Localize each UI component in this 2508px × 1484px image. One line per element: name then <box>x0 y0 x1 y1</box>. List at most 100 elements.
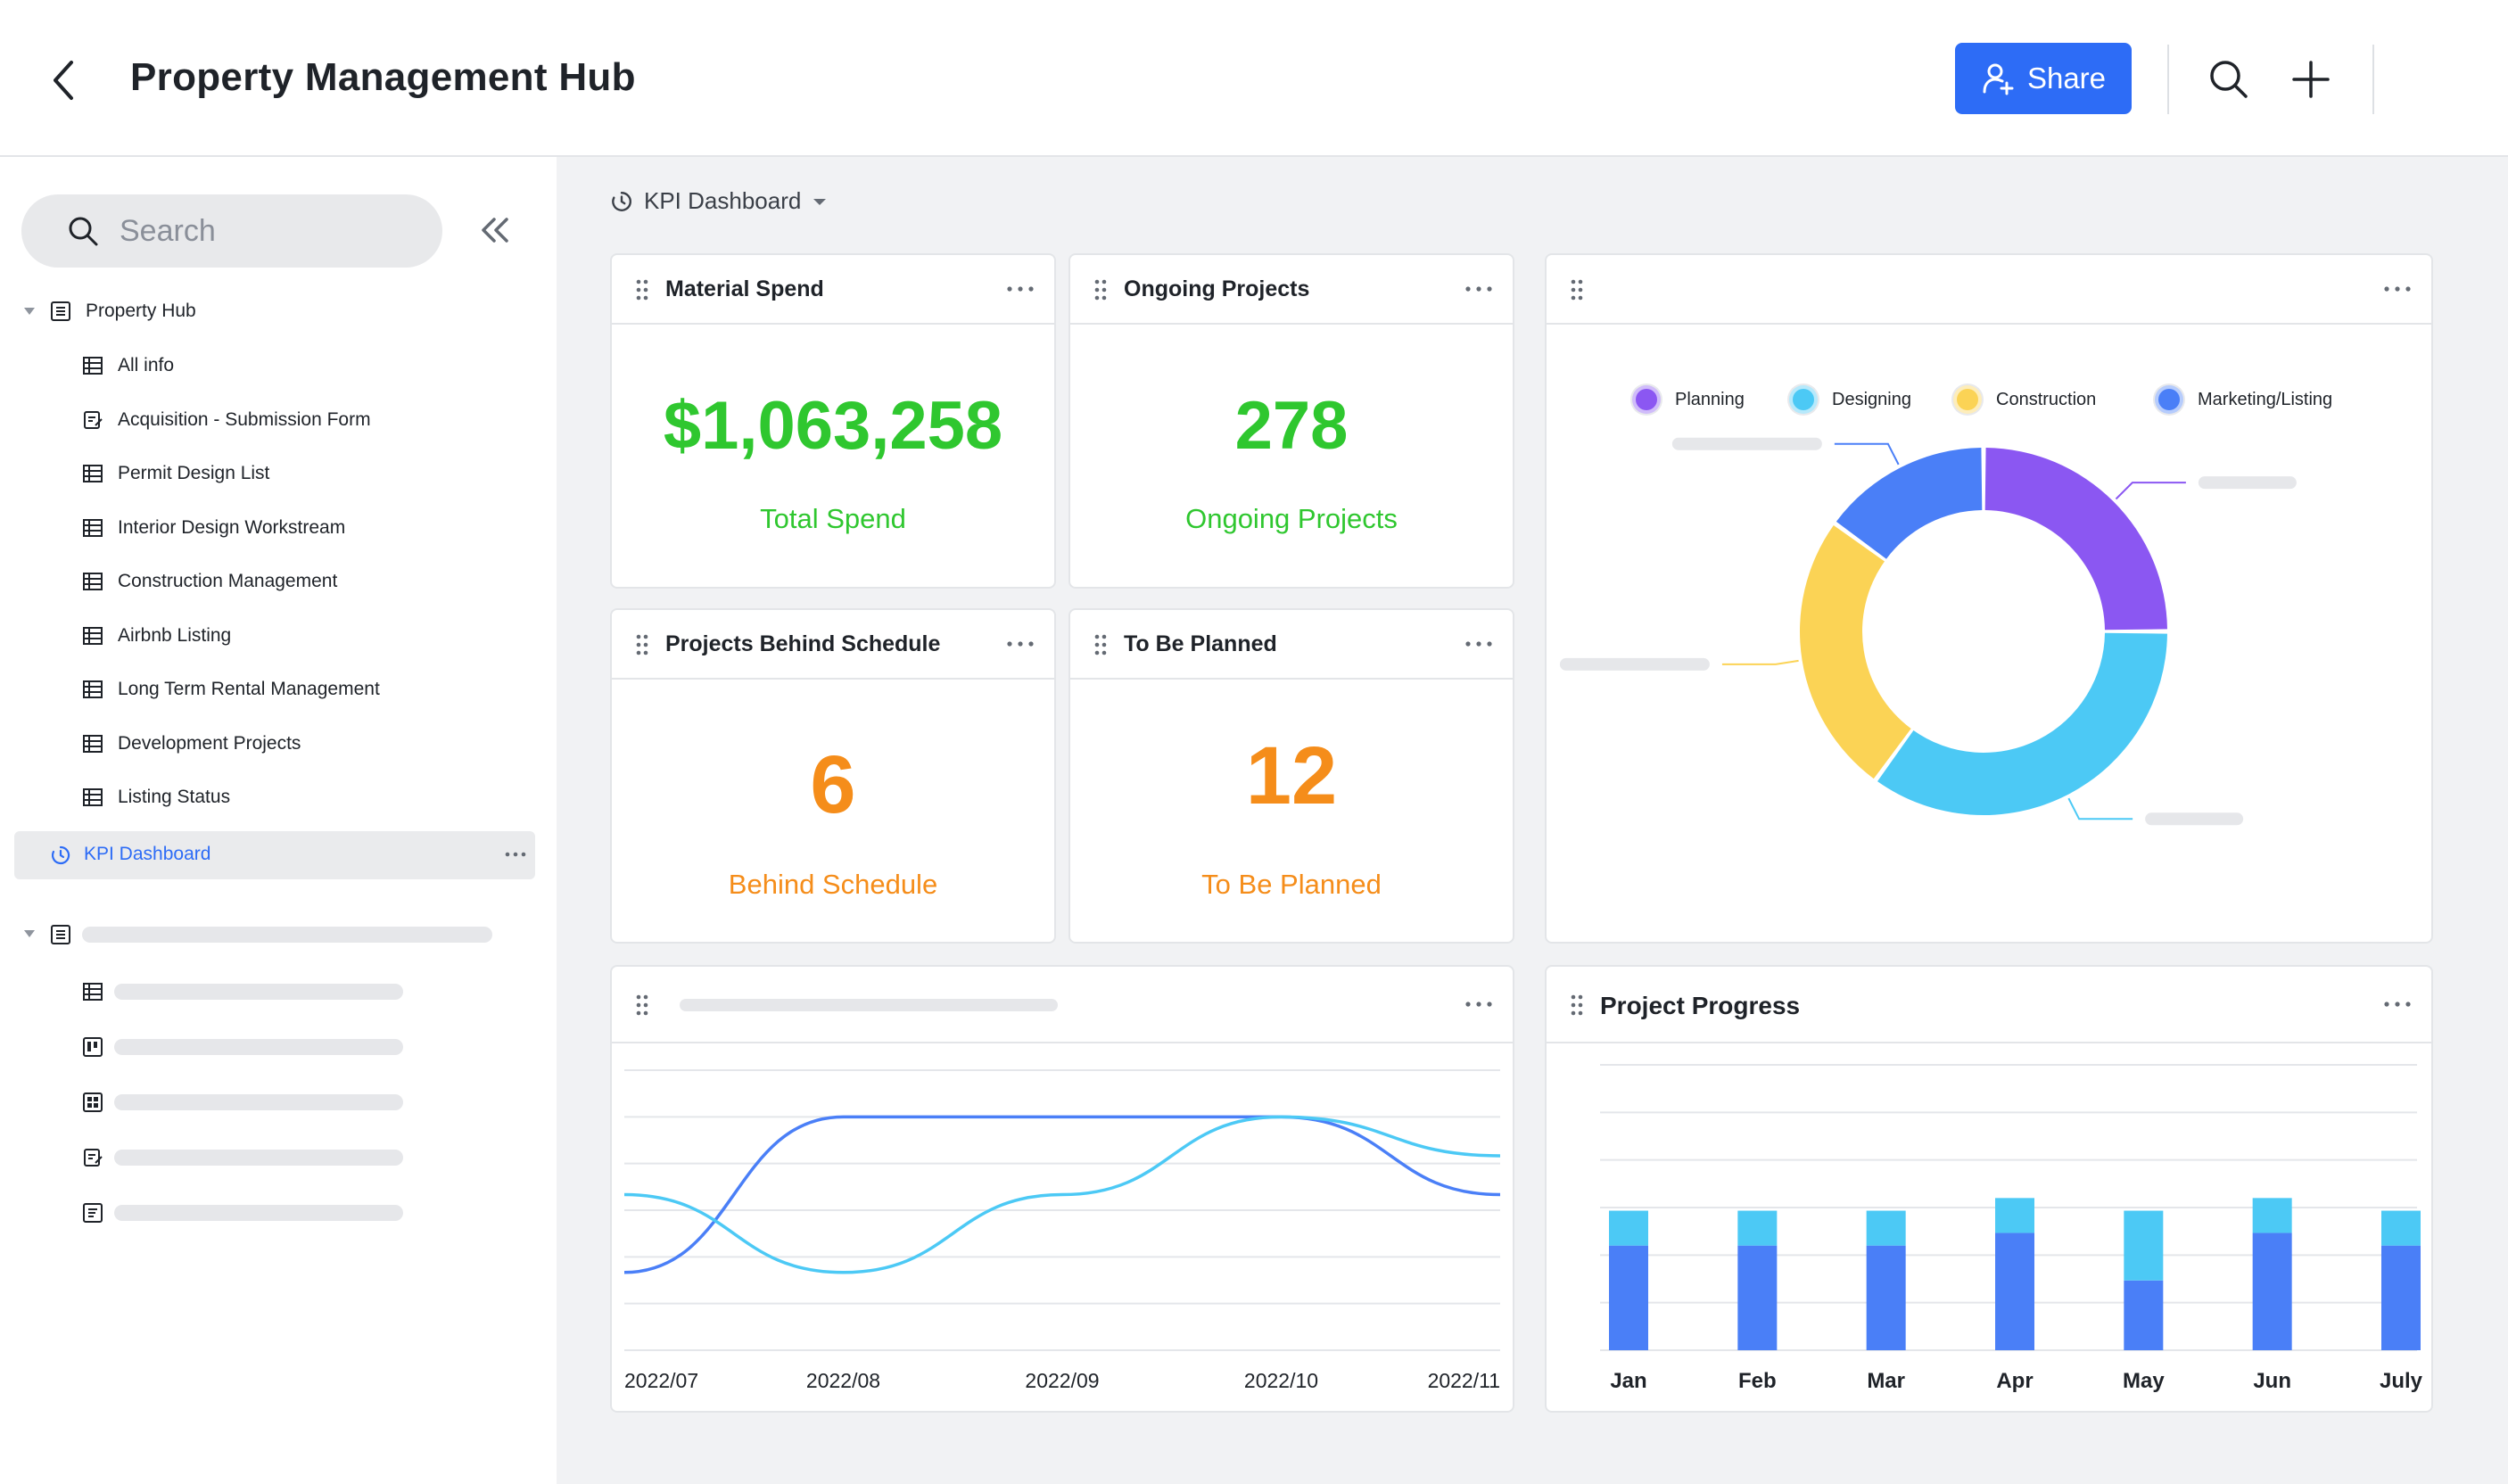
drag-handle-icon[interactable] <box>635 633 649 656</box>
sidebar-item-construction-management[interactable]: Construction Management <box>82 556 337 606</box>
card-title: Project Progress <box>1600 992 1801 1019</box>
placeholder-bar <box>114 1039 403 1055</box>
leader-line <box>2067 797 2133 820</box>
donut-slice-planning[interactable] <box>1984 448 2167 631</box>
drag-handle-icon[interactable] <box>635 278 649 301</box>
bar-apr-s1[interactable] <box>1995 1198 2034 1233</box>
line-chart-card: 2022/07 2022/08 2022/09 2022/10 2022/11 <box>610 965 1514 1413</box>
sidebar-item-listing-status[interactable]: Listing Status <box>82 772 230 822</box>
bar-chart: Jan Feb Mar Apr May Jun July <box>1600 1064 2423 1393</box>
app-header: Property Management Hub Share <box>0 0 2508 157</box>
bar-jun-s0[interactable] <box>2252 1233 2292 1350</box>
x-tick-label: 2022/09 <box>1025 1369 1099 1392</box>
collapse-sidebar-button[interactable] <box>476 212 512 248</box>
donut-slice-designing[interactable] <box>1877 632 2167 815</box>
more-icon[interactable] <box>1463 988 1495 1020</box>
search-icon <box>69 217 98 246</box>
table-icon <box>82 733 103 754</box>
drag-handle-icon[interactable] <box>1570 278 1584 301</box>
x-tick-label: July <box>2380 1369 2423 1393</box>
x-tick-label: Feb <box>1738 1369 1777 1393</box>
bar-apr-s0[interactable] <box>1995 1233 2034 1350</box>
leader-line <box>2115 482 2186 500</box>
caret-down-icon <box>813 198 827 205</box>
sidebar-item-property-hub[interactable]: Property Hub <box>50 286 196 336</box>
more-icon[interactable] <box>1004 628 1036 660</box>
share-label: Share <box>2026 62 2107 95</box>
caret-down-icon[interactable] <box>23 305 36 317</box>
drag-handle-icon[interactable] <box>1093 633 1108 656</box>
sidebar-item-interior-design-workstream[interactable]: Interior Design Workstream <box>82 503 345 553</box>
sidebar-item-all-info[interactable]: All info <box>82 341 174 391</box>
legend-item[interactable]: Planning <box>1632 385 1745 414</box>
kpi-label: Ongoing Projects <box>1185 503 1398 534</box>
line-chart: 2022/07 2022/08 2022/09 2022/10 2022/11 <box>623 1069 1501 1392</box>
x-tick-label: Mar <box>1867 1369 1905 1393</box>
sidebar-item-permit-design-list[interactable]: Permit Design List <box>82 449 269 499</box>
view-switcher[interactable]: KPI Dashboard <box>610 187 828 215</box>
bar-mar-s0[interactable] <box>1866 1245 1906 1350</box>
legend-item[interactable]: Designing <box>1789 385 1911 414</box>
sidebar-item-acquisition-submission-form[interactable]: Acquisition - Submission Form <box>82 395 371 445</box>
sidebar-item-label: Property Hub <box>86 301 196 321</box>
table-icon <box>82 571 103 592</box>
bar-may-s0[interactable] <box>2124 1280 2164 1350</box>
bar-feb-s0[interactable] <box>1737 1245 1778 1350</box>
sidebar: Search Property Hub All info Acquisition … <box>0 157 555 1484</box>
caret-down-icon[interactable] <box>23 928 36 940</box>
line-series-1[interactable] <box>623 1115 1501 1274</box>
table-icon <box>82 679 103 700</box>
donut-chart-card: Planning Designing Construction Marketing/L… <box>1545 253 2433 944</box>
table-icon <box>83 983 103 1001</box>
more-icon[interactable] <box>1004 273 1036 305</box>
sidebar-search-input[interactable]: Search <box>21 194 442 268</box>
sidebar-item-development-projects[interactable]: Development Projects <box>82 719 301 769</box>
sidebar-item-long-term-rental-management[interactable]: Long Term Rental Management <box>82 664 380 714</box>
back-button[interactable] <box>43 55 86 105</box>
legend-swatch <box>1789 385 1818 414</box>
double-chevron-left-icon <box>482 218 508 243</box>
kpi-label: Behind Schedule <box>728 869 938 900</box>
legend-item[interactable]: Marketing/Listing <box>2155 385 2332 414</box>
table-icon <box>82 355 103 376</box>
bar-jan-s0[interactable] <box>1609 1245 1648 1350</box>
sidebar-item-label: KPI Dashboard <box>84 844 211 864</box>
donut-slice-marketing-listing[interactable] <box>1836 448 1983 559</box>
more-icon[interactable] <box>1463 273 1495 305</box>
bar-feb-s1[interactable] <box>1737 1210 1778 1246</box>
table-icon <box>82 463 103 484</box>
chevron-left-icon <box>54 61 73 100</box>
base-icon <box>51 925 70 944</box>
search-button[interactable] <box>2207 57 2251 102</box>
sidebar-item-airbnb-listing[interactable]: Airbnb Listing <box>82 611 231 661</box>
more-icon[interactable] <box>2381 273 2413 305</box>
sidebar-item-label: Permit Design List <box>118 463 270 483</box>
sidebar-item-label: Acquisition - Submission Form <box>118 408 371 430</box>
x-tick-label: 2022/07 <box>624 1369 698 1392</box>
drag-handle-icon[interactable] <box>1570 993 1584 1017</box>
card-header: To Be Planned <box>1070 610 1513 680</box>
add-button[interactable] <box>2289 57 2333 102</box>
more-icon[interactable] <box>1463 628 1495 660</box>
drag-handle-icon[interactable] <box>1093 278 1108 301</box>
form-icon <box>82 409 103 431</box>
share-button[interactable]: Share <box>1955 43 2132 114</box>
sidebar-item-label: Construction Management <box>118 571 338 591</box>
legend-item[interactable]: Construction <box>1953 385 2096 414</box>
bar-jun-s1[interactable] <box>2252 1198 2292 1233</box>
donut-slice-construction[interactable] <box>1800 525 1911 779</box>
bar-jan-s1[interactable] <box>1609 1210 1648 1246</box>
bar-july-s1[interactable] <box>2381 1210 2421 1246</box>
sidebar-item-label: All info <box>118 355 175 375</box>
bar-july-s0[interactable] <box>2381 1245 2421 1350</box>
bar-mar-s1[interactable] <box>1866 1210 1906 1246</box>
table-icon <box>82 625 103 647</box>
card-title: To Be Planned <box>1124 631 1277 656</box>
bar-may-s1[interactable] <box>2124 1210 2164 1281</box>
doc-icon <box>83 1203 103 1223</box>
more-icon[interactable] <box>505 851 526 858</box>
drag-handle-icon[interactable] <box>635 993 649 1017</box>
sidebar-item-kpi-dashboard[interactable]: KPI Dashboard <box>14 831 535 879</box>
more-icon[interactable] <box>2381 988 2413 1020</box>
line-series-0[interactable] <box>623 1115 1501 1274</box>
